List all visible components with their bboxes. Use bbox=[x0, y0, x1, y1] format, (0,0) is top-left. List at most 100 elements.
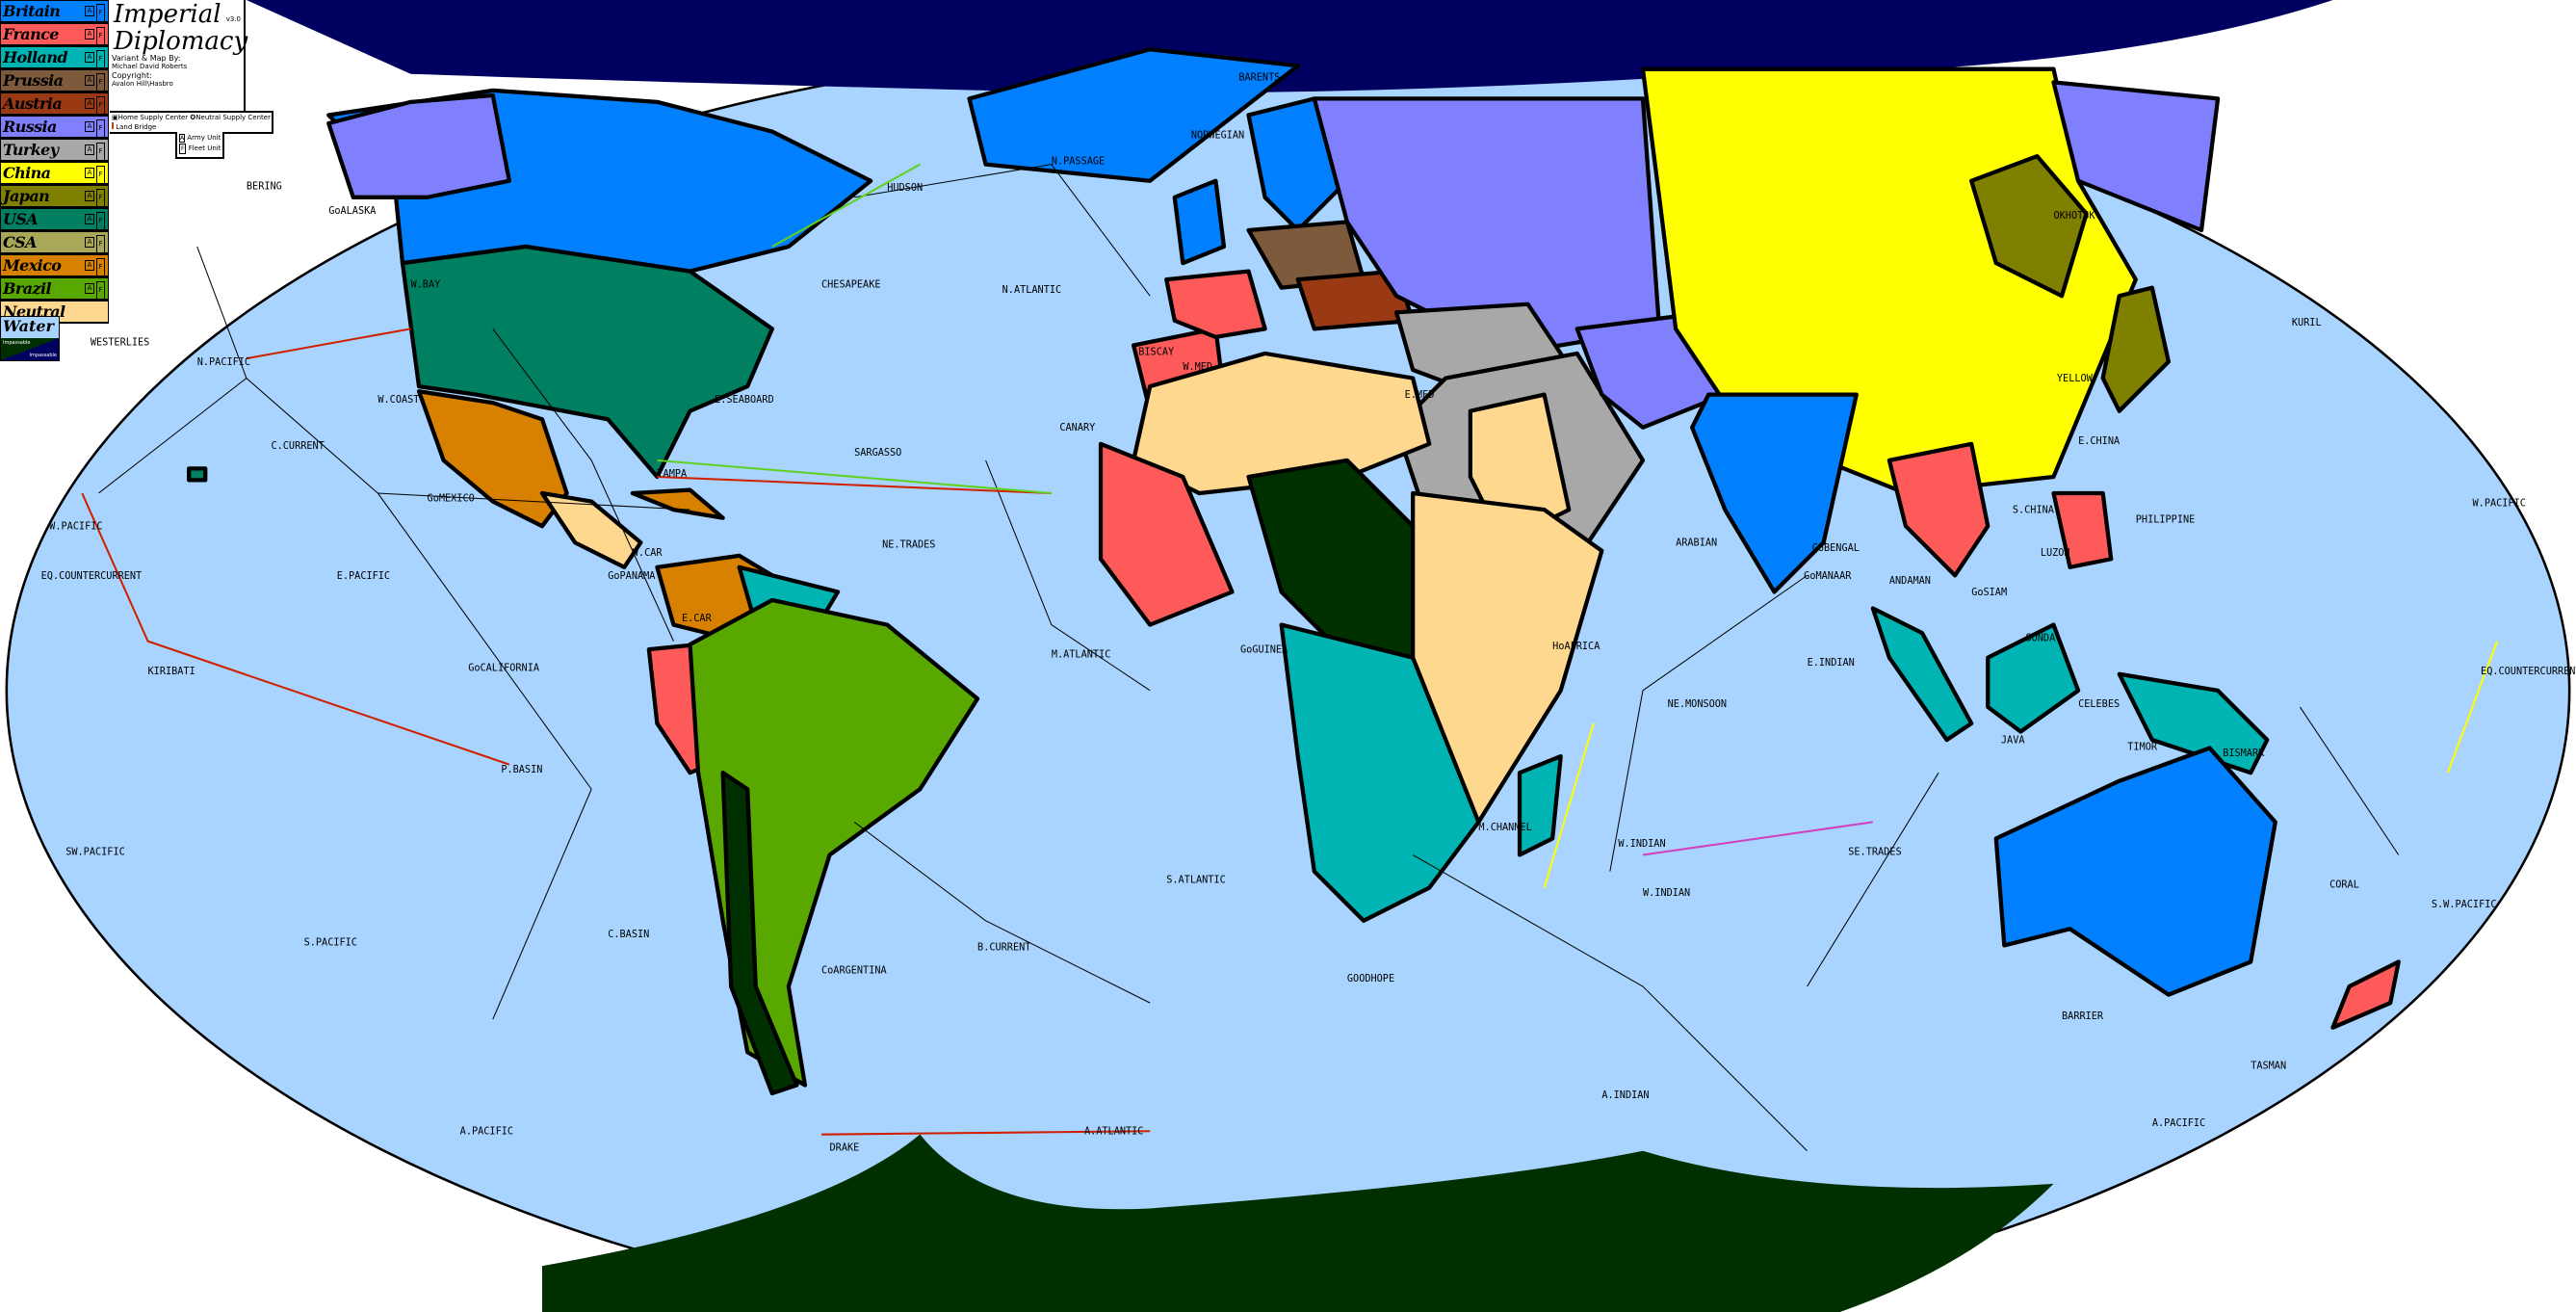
army-unit-icon: A bbox=[85, 75, 94, 86]
territory-borneo[interactable] bbox=[1986, 622, 2081, 734]
territory-hawaii[interactable] bbox=[187, 466, 208, 483]
sea-label: GoSIAM bbox=[1971, 588, 2007, 598]
sea-label: B.CURRENT bbox=[977, 943, 1030, 954]
faction-name: France bbox=[3, 25, 59, 43]
fleet-unit-icon: F bbox=[96, 166, 105, 184]
territory-britain-isles[interactable] bbox=[1172, 178, 1227, 266]
army-unit-label: Army Unit bbox=[187, 134, 221, 142]
land-bridge-icon bbox=[112, 122, 114, 129]
sea-label: TASMAN bbox=[2251, 1061, 2286, 1071]
legend-holland: Holland A F bbox=[0, 46, 109, 69]
faction-name: Austria bbox=[3, 94, 63, 113]
territory-japan[interactable] bbox=[2100, 285, 2172, 413]
sea-label: M.CHANNEL bbox=[1478, 823, 1531, 833]
sea-label: NE.MONSOON bbox=[1668, 699, 1728, 710]
order-arrow bbox=[1642, 821, 1873, 856]
sea-label: W.PACIFIC bbox=[49, 522, 102, 533]
sea-label: ANDAMAN bbox=[1889, 576, 1931, 587]
sea-border bbox=[2299, 706, 2400, 855]
territory-cuba[interactable] bbox=[630, 487, 725, 520]
water-label: Water bbox=[3, 317, 54, 335]
sea-label: KIRIBATI bbox=[148, 667, 195, 677]
fleet-unit-icon: F bbox=[96, 212, 105, 230]
sea-label: E.SEABOARD bbox=[715, 395, 774, 406]
sea-label: CoARGENTINA bbox=[821, 965, 887, 976]
sea-label: GoMANAAR bbox=[1804, 571, 1852, 582]
sea-label: W.MED bbox=[1183, 362, 1212, 373]
territory-australia[interactable] bbox=[1993, 746, 2277, 997]
territory-india[interactable] bbox=[1690, 392, 1859, 594]
faction-name: CSA bbox=[3, 233, 38, 251]
sea-label: E.CHINA bbox=[2078, 436, 2120, 447]
territory-alaska[interactable] bbox=[326, 92, 511, 199]
fleet-unit-icon: F bbox=[96, 4, 105, 22]
sea-label: EQ.COUNTERCURRENT bbox=[2481, 667, 2576, 677]
legend-mexico: Mexico A F bbox=[0, 254, 109, 277]
territory-madagascar[interactable] bbox=[1517, 753, 1563, 857]
legend-csa: CSA A F bbox=[0, 231, 109, 254]
sea-label: HoAFRICA bbox=[1552, 642, 1600, 652]
neutral-sc-label: Neutral Supply Center bbox=[195, 114, 271, 121]
territory-new-zealand[interactable] bbox=[2330, 959, 2401, 1030]
faction-name: China bbox=[3, 164, 51, 182]
territory-usa[interactable] bbox=[400, 244, 774, 480]
sea-label: C.BASIN bbox=[608, 930, 649, 940]
army-unit-icon: A bbox=[85, 237, 94, 248]
territory-indochina[interactable] bbox=[1886, 441, 1991, 578]
fleet-unit-icon: F bbox=[179, 144, 187, 154]
army-unit-icon: A bbox=[85, 168, 94, 178]
sea-label: NE.TRADES bbox=[882, 539, 935, 550]
sea-label: SUNDA bbox=[2025, 634, 2055, 644]
fleet-unit-label: Fleet Unit bbox=[188, 144, 221, 152]
symbol-key: ▣Home Supply Center ✪Neutral Supply Cent… bbox=[110, 111, 273, 134]
sea-border bbox=[196, 246, 247, 379]
territory-western-europe[interactable] bbox=[1164, 269, 1267, 340]
sea-label: W.CAR bbox=[633, 548, 664, 559]
order-arrow bbox=[81, 492, 510, 766]
territory-west-africa[interactable] bbox=[1098, 441, 1235, 627]
impassable-land-label: Impassable bbox=[3, 340, 31, 346]
territory-sumatra[interactable] bbox=[1870, 606, 1974, 743]
territory-manchuria[interactable] bbox=[1969, 154, 2089, 299]
sea-label: SE.TRADES bbox=[1848, 848, 1901, 858]
army-unit-icon: A bbox=[85, 52, 94, 63]
territory-south-america[interactable] bbox=[688, 597, 980, 1088]
sea-label: P.BASIN bbox=[501, 765, 542, 775]
legend-britain: Britain A F bbox=[0, 0, 109, 23]
sea-label: W.BAY bbox=[410, 280, 440, 291]
sea-label: W.PACIFIC bbox=[2473, 499, 2526, 510]
faction-name: Turkey bbox=[3, 141, 59, 159]
army-unit-icon: A bbox=[85, 6, 94, 16]
faction-name: Japan bbox=[3, 187, 50, 205]
sea-label: BARENTS bbox=[1238, 73, 1280, 84]
territory-central-america[interactable] bbox=[539, 490, 643, 569]
territory-philippines[interactable] bbox=[2051, 490, 2114, 569]
sea-label: A.ATLANTIC bbox=[1084, 1127, 1144, 1138]
order-arrow bbox=[820, 1130, 1151, 1136]
territory-siberia-east[interactable] bbox=[2051, 80, 2221, 233]
legend-france: France A F bbox=[0, 23, 109, 46]
order-arrow bbox=[657, 475, 1052, 495]
territory-south-africa[interactable] bbox=[1279, 622, 1481, 923]
sea-label: ARABIAN bbox=[1676, 538, 1717, 549]
legend-brazil: Brazil A F bbox=[0, 277, 109, 301]
copyright-holder: Avalon Hill\Hasbro bbox=[112, 80, 173, 88]
faction-name: Mexico bbox=[3, 256, 62, 275]
fleet-unit-icon: F bbox=[96, 119, 105, 138]
sea-label: A.PACIFIC bbox=[460, 1127, 513, 1138]
fleet-unit-icon: F bbox=[96, 96, 105, 115]
fleet-unit-icon: F bbox=[96, 189, 105, 207]
fleet-unit-icon: F bbox=[96, 50, 105, 68]
army-unit-icon: A bbox=[85, 214, 94, 224]
territory-greenland[interactable] bbox=[967, 47, 1300, 183]
sea-label: SARGASSO bbox=[854, 448, 901, 459]
sea-label: SW.PACIFIC bbox=[65, 848, 125, 858]
order-arrow bbox=[771, 163, 921, 248]
territory-chile[interactable] bbox=[720, 771, 799, 1096]
sea-label: BARRIER bbox=[2062, 1011, 2104, 1022]
sea-label: M.ATLANTIC bbox=[1052, 650, 1111, 661]
territory-new-guinea[interactable] bbox=[2117, 671, 2270, 775]
sea-label: GoALASKA bbox=[328, 206, 376, 217]
